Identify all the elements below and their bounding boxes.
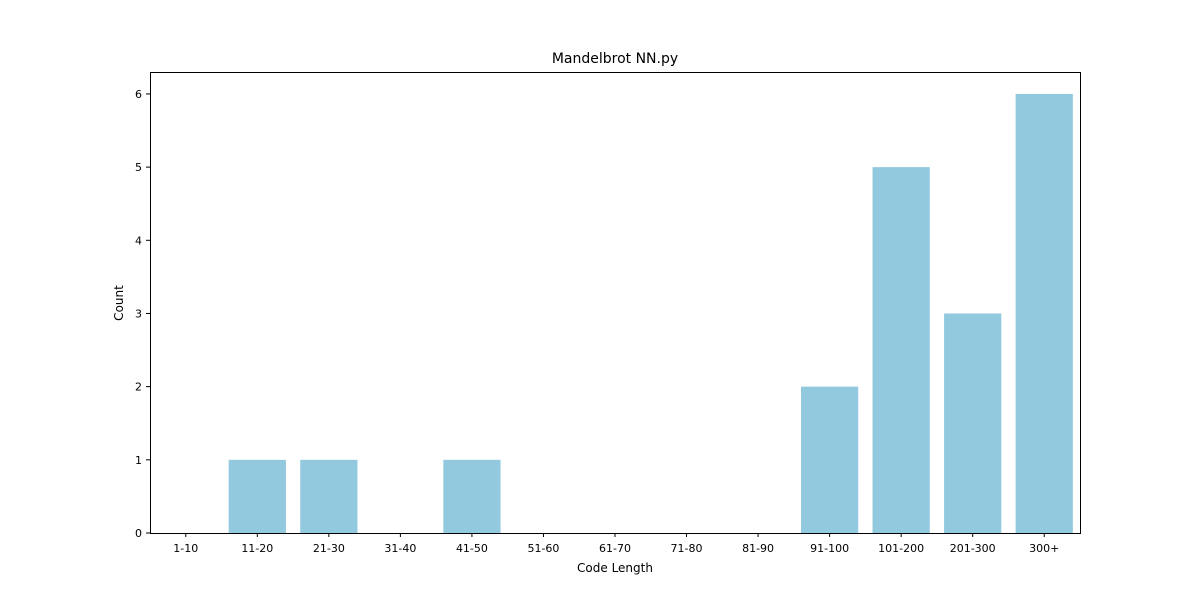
y-axis: 0 1 2 3 4 5 6 <box>135 88 150 540</box>
bars-group <box>228 93 1073 533</box>
x-tick-label: 81-90 <box>742 542 774 555</box>
y-tick-label: 5 <box>135 161 142 174</box>
bar-101-200 <box>872 167 930 533</box>
x-tick-label: 101-200 <box>878 542 924 555</box>
x-tick-label: 61-70 <box>599 542 631 555</box>
y-axis-label: Count <box>112 285 126 321</box>
x-tick-label: 41-50 <box>456 542 488 555</box>
y-tick-label: 0 <box>135 527 142 540</box>
bar-11-20 <box>228 459 286 533</box>
x-tick-label: 51-60 <box>527 542 559 555</box>
y-tick-label: 6 <box>135 88 142 101</box>
x-tick-label: 71-80 <box>671 542 703 555</box>
y-tick-label: 4 <box>135 234 142 247</box>
x-tick-label: 91-100 <box>810 542 849 555</box>
plot-frame <box>150 72 1081 534</box>
bar-91-100 <box>801 386 859 533</box>
x-axis: 1-10 11-20 21-30 31-40 41-50 51-60 61-70 71-80 8… <box>173 533 1059 555</box>
x-tick-label: 1-10 <box>173 542 198 555</box>
bar-21-30 <box>300 459 358 533</box>
bar-41-50 <box>443 459 501 533</box>
x-axis-label: Code Length <box>577 561 653 575</box>
x-tick-label: 201-300 <box>950 542 996 555</box>
x-tick-label: 300+ <box>1029 542 1059 555</box>
y-tick-label: 3 <box>135 307 142 320</box>
x-tick-label: 31-40 <box>384 542 416 555</box>
x-tick-label: 11-20 <box>241 542 273 555</box>
y-tick-label: 2 <box>135 381 142 394</box>
chart-title: Mandelbrot NN.py <box>552 51 678 67</box>
bar-300+ <box>1015 93 1073 533</box>
bar-201-300 <box>944 313 1002 533</box>
x-tick-label: 21-30 <box>313 542 345 555</box>
y-tick-label: 1 <box>135 454 142 467</box>
